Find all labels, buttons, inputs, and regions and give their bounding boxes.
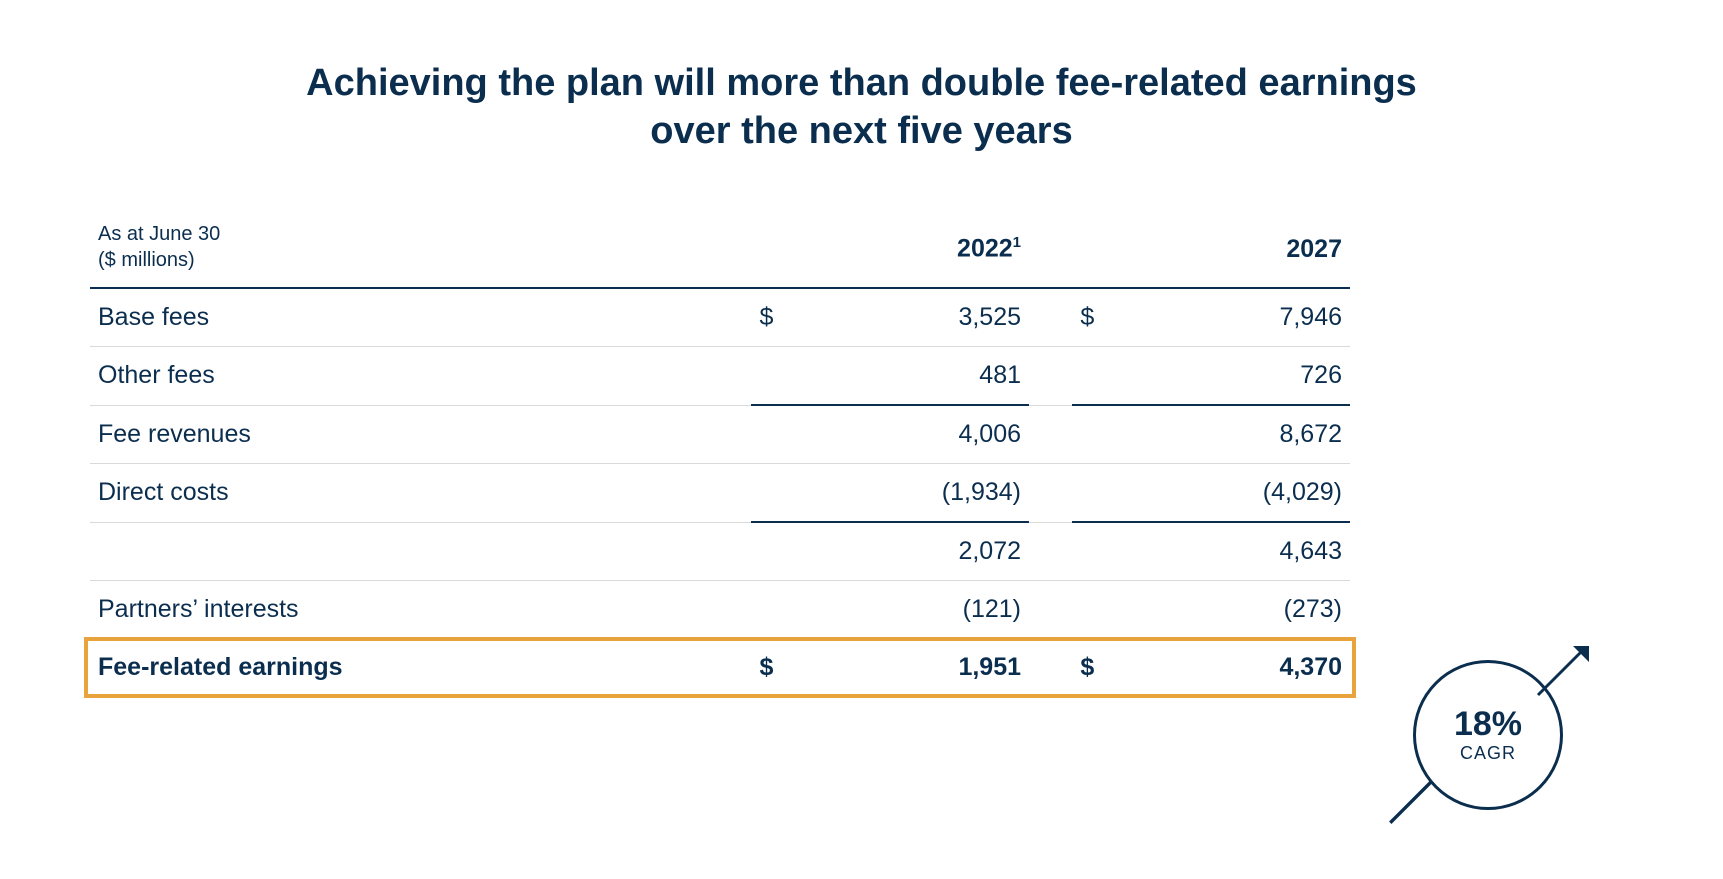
financial-table: As at June 30 ($ millions) 20221 2027 Ba…	[90, 215, 1350, 696]
currency-sign: $	[751, 288, 823, 347]
column-2-header: 2027	[1144, 215, 1350, 288]
row-label: Partners’ interests	[90, 581, 751, 639]
value-2022: (121)	[823, 581, 1029, 639]
cagr-tail-line	[1388, 780, 1433, 825]
table-row: Direct costs (1,934) (4,029)	[90, 464, 1350, 523]
col1-year: 2022	[957, 235, 1013, 263]
cagr-arrow-icon	[1533, 640, 1593, 700]
currency-sign	[751, 405, 823, 464]
title-line-1: Achieving the plan will more than double…	[306, 62, 1417, 104]
row-label	[90, 522, 751, 581]
gap-cell	[1029, 288, 1072, 347]
gap-cell	[1029, 639, 1072, 697]
table-row: Fee-related earnings$1,951$4,370	[90, 639, 1350, 697]
table-row: Partners’ interests (121) (273)	[90, 581, 1350, 639]
table-row: Other fees 481 726	[90, 347, 1350, 406]
value-2027: 8,672	[1144, 405, 1350, 464]
table-row: Fee revenues 4,006 8,672	[90, 405, 1350, 464]
slide-title: Achieving the plan will more than double…	[212, 60, 1512, 155]
currency-sign	[1072, 581, 1144, 639]
cagr-badge: 18% CAGR	[1413, 660, 1563, 810]
table-row: 2,072 4,643	[90, 522, 1350, 581]
column-2-sign-header	[1072, 215, 1144, 288]
value-2022: 481	[823, 347, 1029, 406]
row-label: Other fees	[90, 347, 751, 406]
currency-sign	[1072, 522, 1144, 581]
row-label: Fee revenues	[90, 405, 751, 464]
value-2027: 7,946	[1144, 288, 1350, 347]
row-label: Base fees	[90, 288, 751, 347]
value-2022: (1,934)	[823, 464, 1029, 523]
gap-cell	[1029, 522, 1072, 581]
currency-sign	[1072, 347, 1144, 406]
value-2027: (273)	[1144, 581, 1350, 639]
currency-sign	[751, 522, 823, 581]
currency-sign	[751, 464, 823, 523]
currency-sign	[751, 347, 823, 406]
row-label: Direct costs	[90, 464, 751, 523]
header-note-line-1: As at June 30	[98, 223, 220, 245]
currency-sign: $	[1072, 639, 1144, 697]
table-header-note: As at June 30 ($ millions)	[90, 215, 751, 288]
currency-sign	[1072, 464, 1144, 523]
currency-sign	[751, 581, 823, 639]
title-line-2: over the next five years	[650, 110, 1072, 152]
column-gap-header	[1029, 215, 1072, 288]
cagr-percent: 18%	[1454, 707, 1522, 741]
column-1-header: 20221	[823, 215, 1029, 288]
value-2022: 2,072	[823, 522, 1029, 581]
value-2022: 4,006	[823, 405, 1029, 464]
value-2027: 4,643	[1144, 522, 1350, 581]
slide: Achieving the plan will more than double…	[0, 0, 1723, 879]
currency-sign: $	[1072, 288, 1144, 347]
value-2022: 1,951	[823, 639, 1029, 697]
value-2027: 4,370	[1144, 639, 1350, 697]
gap-cell	[1029, 405, 1072, 464]
gap-cell	[1029, 581, 1072, 639]
row-label: Fee-related earnings	[90, 639, 751, 697]
currency-sign: $	[751, 639, 823, 697]
currency-sign	[1072, 405, 1144, 464]
table-header-row: As at June 30 ($ millions) 20221 2027	[90, 215, 1350, 288]
header-note-line-2: ($ millions)	[98, 249, 195, 271]
financial-table-container: As at June 30 ($ millions) 20221 2027 Ba…	[90, 215, 1350, 696]
table-row: Base fees$3,525$7,946	[90, 288, 1350, 347]
table-body: Base fees$3,525$7,946Other fees481726Fee…	[90, 288, 1350, 696]
gap-cell	[1029, 464, 1072, 523]
value-2027: (4,029)	[1144, 464, 1350, 523]
cagr-label: CAGR	[1460, 743, 1516, 764]
value-2022: 3,525	[823, 288, 1029, 347]
gap-cell	[1029, 347, 1072, 406]
col1-footnote-ref: 1	[1013, 234, 1021, 251]
column-1-sign-header	[751, 215, 823, 288]
value-2027: 726	[1144, 347, 1350, 406]
